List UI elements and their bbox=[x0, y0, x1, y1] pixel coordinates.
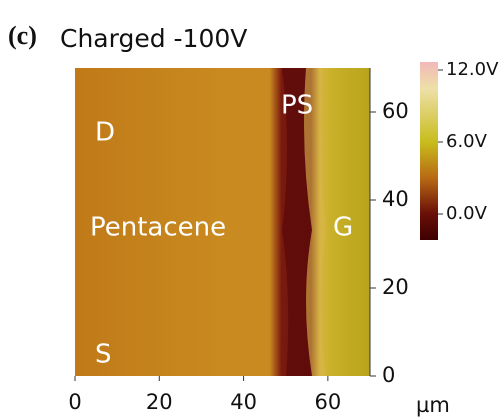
y-tick-label: 20 bbox=[382, 275, 409, 299]
colorbar-label: 12.0V bbox=[446, 59, 499, 80]
colorbar-label: 0.0V bbox=[446, 203, 488, 224]
chart-title: Charged -100V bbox=[60, 24, 247, 53]
x-tick-label: 20 bbox=[146, 390, 173, 414]
y-tick-label: 40 bbox=[382, 187, 409, 211]
x-tick-label: 60 bbox=[314, 390, 341, 414]
x-tick-label: 0 bbox=[68, 390, 81, 414]
y-tick-label: 60 bbox=[382, 99, 409, 123]
annotation: D bbox=[95, 118, 115, 148]
annotation: S bbox=[95, 340, 112, 370]
annotation: G bbox=[333, 213, 353, 243]
afm-image bbox=[75, 68, 370, 376]
annotation: PS bbox=[281, 91, 313, 121]
y-tick-label: 0 bbox=[382, 363, 395, 387]
x-tick-label: 40 bbox=[230, 390, 257, 414]
colorbar-label: 6.0V bbox=[446, 131, 488, 152]
colorbar bbox=[420, 62, 438, 240]
x-unit: µm bbox=[416, 393, 450, 417]
panel-label: (c) bbox=[8, 21, 37, 50]
annotation: Pentacene bbox=[90, 213, 226, 243]
